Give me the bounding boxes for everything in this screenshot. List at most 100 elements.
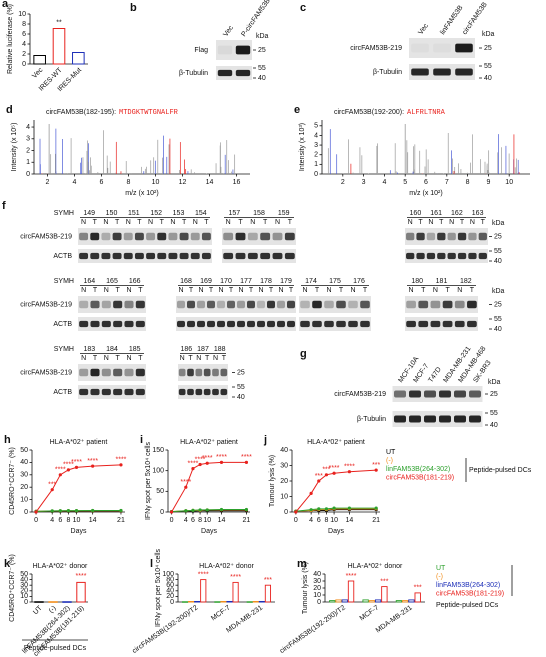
lane-label: N bbox=[238, 287, 243, 294]
patient-id: 185 bbox=[129, 346, 141, 353]
x-tick-label: MDA-MB-231 bbox=[375, 604, 414, 634]
blot-band bbox=[468, 232, 477, 241]
marker-label: 55 bbox=[484, 63, 492, 70]
y-tick-label: 10 bbox=[280, 493, 288, 500]
patient-id: 158 bbox=[253, 210, 265, 217]
blot-band bbox=[284, 252, 295, 260]
blot-band bbox=[406, 320, 416, 328]
blot-band bbox=[124, 368, 134, 377]
x-tick-label: 14 bbox=[345, 517, 353, 524]
blot-band bbox=[454, 415, 466, 423]
y-tick-label: 50 bbox=[20, 447, 28, 454]
blot-band bbox=[90, 300, 100, 309]
y-tick-label: 40 bbox=[20, 459, 28, 466]
blot-band bbox=[454, 320, 465, 328]
blot-band bbox=[478, 232, 487, 241]
y-tick-label: 0 bbox=[26, 171, 30, 178]
bar bbox=[329, 600, 336, 603]
blot-band bbox=[478, 252, 487, 260]
y-tick-label: 0 bbox=[24, 599, 28, 606]
blot-band bbox=[207, 300, 215, 309]
blot-band bbox=[123, 252, 133, 260]
blot-band bbox=[457, 252, 467, 260]
patient-id: 187 bbox=[197, 346, 209, 353]
patient-id: 160 bbox=[410, 210, 422, 217]
blot-band bbox=[195, 368, 203, 377]
peptide: ALFRLTNRA bbox=[407, 109, 446, 117]
blot-band bbox=[324, 320, 334, 328]
blot-band bbox=[90, 252, 100, 260]
bar bbox=[414, 592, 421, 603]
blot-band bbox=[454, 300, 465, 309]
panel-letter: c bbox=[300, 2, 306, 14]
y-tick-label: 3 bbox=[314, 142, 318, 149]
point bbox=[198, 508, 202, 512]
blot-band bbox=[348, 300, 358, 309]
lane-label: T bbox=[182, 219, 187, 226]
point bbox=[294, 510, 298, 514]
blot-band bbox=[284, 232, 295, 241]
x-tick-label: 6 bbox=[191, 517, 195, 524]
x-tick-label: 21 bbox=[117, 517, 125, 524]
group-label: Peptide-pulsed DCs bbox=[24, 645, 87, 652]
bar bbox=[402, 600, 409, 603]
x-tick-label: 6 bbox=[424, 179, 428, 186]
x-tick-label: 10 bbox=[203, 517, 211, 524]
blot-band bbox=[220, 368, 228, 377]
row-label: circFAM53B-219 bbox=[334, 391, 386, 398]
blot-band bbox=[187, 388, 194, 396]
lane-label: T bbox=[93, 355, 98, 362]
y-tick-label: 2 bbox=[314, 152, 318, 159]
lane-label: N bbox=[126, 219, 131, 226]
blot-band bbox=[324, 300, 334, 309]
blot-background bbox=[78, 296, 146, 313]
blot-band bbox=[336, 300, 346, 309]
y-tick-label: 4 bbox=[314, 132, 318, 139]
bar bbox=[246, 601, 253, 603]
y-tick-label: 20 bbox=[166, 593, 174, 600]
lane-label: N bbox=[213, 355, 218, 362]
lane-label: N bbox=[226, 219, 231, 226]
significance: **** bbox=[76, 573, 87, 580]
blot-band bbox=[287, 300, 295, 309]
blot-band bbox=[247, 252, 258, 260]
point bbox=[58, 509, 62, 513]
lane-label: N bbox=[408, 219, 413, 226]
lane-label: N bbox=[196, 355, 201, 362]
bar bbox=[214, 601, 221, 603]
bar bbox=[226, 600, 233, 603]
significance: *** bbox=[380, 578, 388, 585]
blot-band bbox=[409, 415, 421, 423]
lane-label: N bbox=[81, 287, 86, 294]
x-tick-label: 10 bbox=[505, 179, 513, 186]
point bbox=[50, 488, 54, 492]
point bbox=[198, 462, 202, 467]
significance: **** bbox=[230, 574, 241, 581]
blot-band bbox=[416, 232, 425, 241]
bar bbox=[341, 599, 348, 603]
significance: **** bbox=[71, 459, 82, 466]
x-tick-label: 7 bbox=[445, 179, 449, 186]
point bbox=[332, 506, 336, 510]
blot-band bbox=[157, 252, 167, 260]
blot-band bbox=[467, 320, 477, 328]
patient-id: 181 bbox=[436, 278, 448, 285]
blot-band bbox=[134, 232, 144, 241]
lane-label: T bbox=[189, 287, 194, 294]
marker-label: 40 bbox=[494, 258, 502, 265]
bar bbox=[194, 600, 201, 603]
blot-band bbox=[146, 232, 156, 241]
x-tick-label: 2 bbox=[46, 179, 50, 186]
kda-label: kDa bbox=[482, 31, 495, 38]
legend-entry: UT bbox=[436, 565, 446, 572]
x-tick-label: 8 bbox=[324, 517, 328, 524]
x-tick-label: 6 bbox=[58, 517, 62, 524]
bar bbox=[200, 579, 207, 603]
point bbox=[119, 508, 123, 513]
patient-id: 163 bbox=[472, 210, 484, 217]
y-tick-label: 30 bbox=[280, 462, 288, 469]
significance: **** bbox=[63, 462, 74, 469]
bar bbox=[395, 600, 403, 603]
lane-label: T bbox=[470, 287, 475, 294]
